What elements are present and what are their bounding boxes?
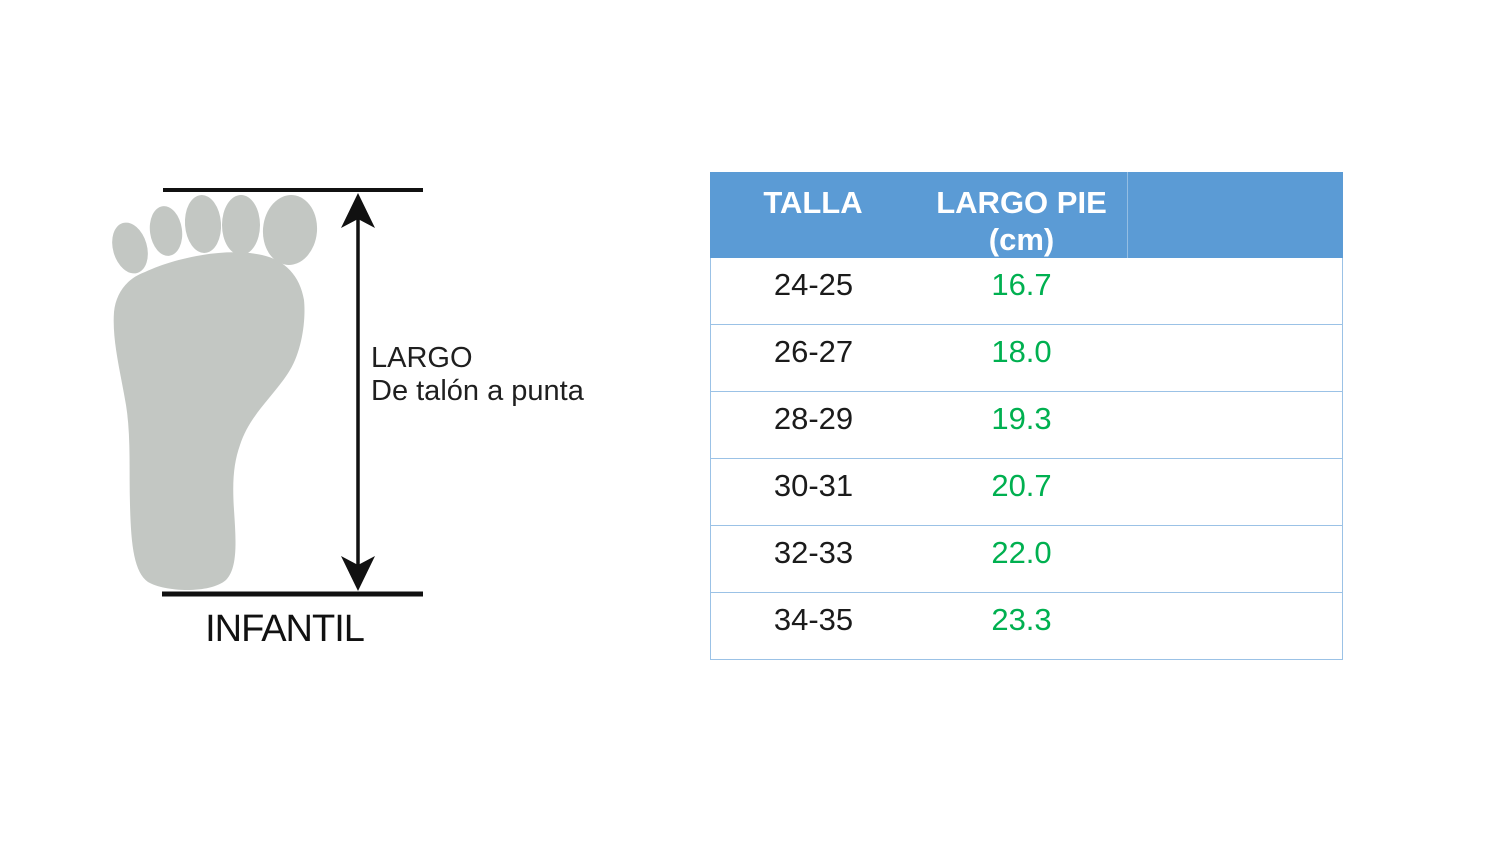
table-row: 24-25 16.7: [711, 258, 1342, 325]
table-row: 30-31 20.7: [711, 459, 1342, 526]
cell-largo-pie: 22.0: [991, 535, 1052, 570]
table-row: 28-29 19.3: [711, 392, 1342, 459]
cell-spacer: [1127, 593, 1342, 659]
cell-talla: 28-29: [773, 401, 854, 436]
size-table-header: TALLA LARGO PIE (cm): [710, 172, 1343, 258]
table-row: 26-27 18.0: [711, 325, 1342, 392]
foot-diagram-graphic: [112, 188, 423, 597]
cell-largo-pie: 20.7: [991, 468, 1052, 503]
header-spacer: [1127, 172, 1343, 258]
cell-largo-pie: 19.3: [991, 401, 1052, 436]
footprint-icon: [112, 195, 318, 590]
cell-largo-pie: 18.0: [991, 334, 1052, 369]
cell-largo-pie: 23.3: [991, 602, 1052, 637]
measure-label: LARGO De talón a punta: [371, 342, 584, 408]
cell-talla: 24-25: [773, 267, 854, 302]
size-table: TALLA LARGO PIE (cm) 24-25 16.7 26-27 18…: [710, 172, 1343, 660]
header-talla: TALLA: [763, 185, 863, 220]
diagram-caption: INFANTIL: [205, 608, 365, 650]
cell-largo-pie: 16.7: [991, 267, 1052, 302]
measure-label-line1: LARGO: [371, 342, 473, 374]
header-largo-pie-unit: (cm): [988, 222, 1055, 257]
cell-talla: 32-33: [773, 535, 854, 570]
cell-spacer: [1127, 526, 1342, 592]
cell-talla: 34-35: [773, 602, 854, 637]
measurement-arrow-icon: [341, 193, 375, 591]
cell-spacer: [1127, 459, 1342, 525]
cell-talla: 26-27: [773, 334, 854, 369]
measure-label-line2: De talón a punta: [371, 375, 584, 407]
cell-talla: 30-31: [773, 468, 854, 503]
cell-spacer: [1127, 325, 1342, 391]
cell-spacer: [1127, 258, 1342, 324]
table-row: 34-35 23.3: [711, 593, 1342, 660]
cell-spacer: [1127, 392, 1342, 458]
table-row: 32-33 22.0: [711, 526, 1342, 593]
header-largo-pie: LARGO PIE (cm): [916, 172, 1127, 258]
header-largo-pie-label: LARGO PIE: [936, 185, 1107, 220]
